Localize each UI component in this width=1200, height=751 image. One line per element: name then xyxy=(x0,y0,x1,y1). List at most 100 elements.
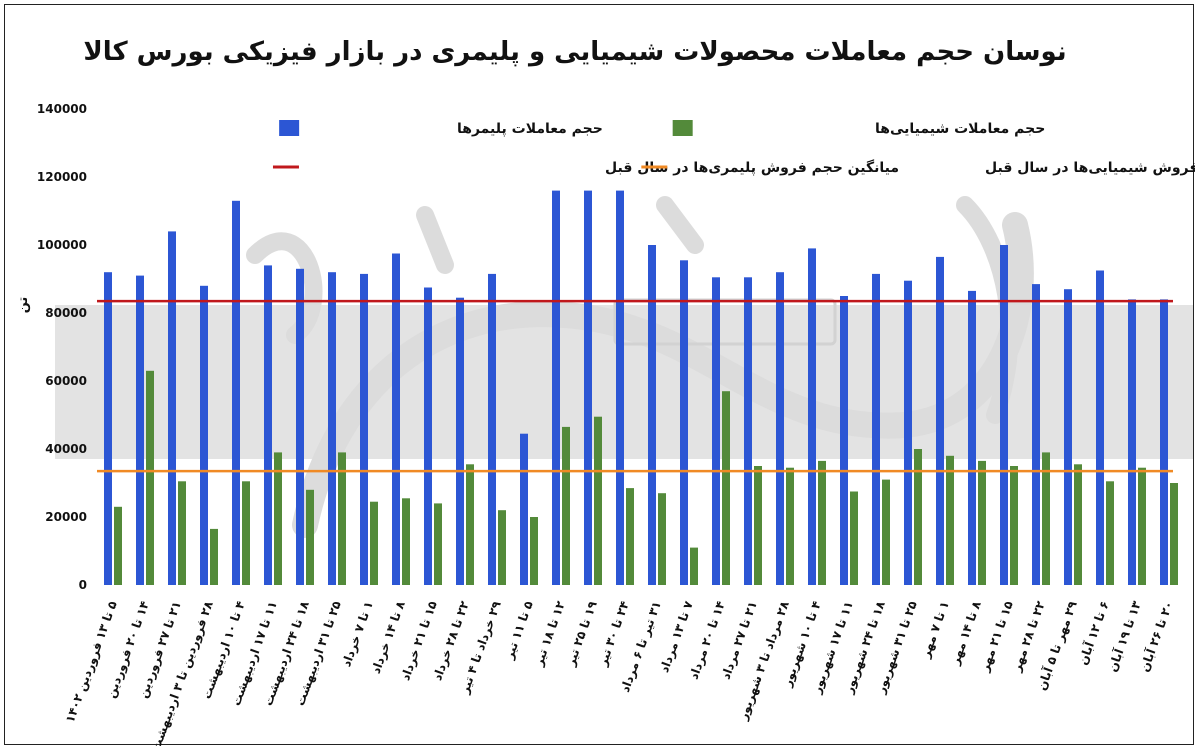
bar-polymer xyxy=(904,280,912,585)
bar-polymer xyxy=(360,273,368,585)
bar-polymer xyxy=(1064,289,1072,585)
bar-polymer xyxy=(840,296,848,585)
y-tick-label: 80000 xyxy=(45,306,87,320)
bar-polymer xyxy=(936,256,944,585)
bar-chemical xyxy=(1106,481,1114,585)
bar-polymer xyxy=(136,275,144,585)
bar-polymer xyxy=(296,268,304,585)
bar-polymer xyxy=(104,272,112,585)
bar-chemical xyxy=(594,416,602,585)
y-tick-label: 20000 xyxy=(45,510,87,524)
bar-polymer xyxy=(488,273,496,585)
bar-chemical xyxy=(274,452,282,585)
bar-chemical xyxy=(786,467,794,585)
bars xyxy=(104,190,1178,586)
bar-chemical xyxy=(722,391,730,585)
chart-frame: نوسان حجم معاملات محصولات شیمیایی و پلیم… xyxy=(4,4,1195,746)
chart-title: نوسان حجم معاملات محصولات شیمیایی و پلیم… xyxy=(83,37,1066,67)
x-tick-label: ۲۲ تا ۲۸ مهر xyxy=(1009,599,1048,675)
bar-chemical xyxy=(466,464,474,585)
bar-polymer xyxy=(648,245,656,585)
bar-chemical xyxy=(242,481,250,585)
x-tick-label: ۵ تا ۱۱ تیر xyxy=(502,599,536,661)
x-tick-label: ۱۲ تا ۱۸ تیر xyxy=(531,599,568,669)
bar-polymer xyxy=(328,272,336,585)
bar-chemical xyxy=(1170,483,1178,585)
bar-polymer xyxy=(168,231,176,585)
x-tick-label: ۲۰ تا ۲۶ آبان xyxy=(1136,599,1175,674)
bar-polymer xyxy=(584,190,592,585)
bar-chemical xyxy=(690,547,698,585)
bar-chemical xyxy=(178,481,186,585)
bar-chemical xyxy=(210,528,218,585)
x-tick-label: ۱۵ تا ۲۱ مهر xyxy=(977,599,1016,674)
bar-polymer xyxy=(392,253,400,585)
bar-polymer xyxy=(1160,299,1168,585)
bar-chemical xyxy=(818,460,826,585)
x-tick-label: ۱ تا ۷ مهر xyxy=(918,599,952,660)
bar-chemical xyxy=(530,517,538,585)
bar-chemical xyxy=(1074,464,1082,585)
reference-lines xyxy=(97,299,1173,473)
x-tick-label: ۶ تا ۱۲ آبان xyxy=(1075,599,1112,667)
bar-polymer xyxy=(616,190,624,585)
bar-polymer xyxy=(552,190,560,585)
x-tick-label: ۱ تا ۷ خرداد xyxy=(339,599,376,668)
bar-chemical xyxy=(1042,452,1050,585)
bar-chemical xyxy=(434,503,442,585)
bar-polymer xyxy=(200,285,208,585)
bar-polymer xyxy=(968,290,976,585)
y-tick-label: 0 xyxy=(79,578,87,592)
bar-polymer xyxy=(232,200,240,586)
legend-chemical-average-label: میانگین حجم فروش شیمیایی‌ها در سال قبل xyxy=(985,159,1195,176)
bar-chemical xyxy=(498,510,506,585)
legend-polymer-label: حجم معاملات پلیمرها xyxy=(457,121,603,137)
bar-chemical xyxy=(1010,466,1018,585)
bar-polymer xyxy=(1128,299,1136,585)
bar-polymer xyxy=(520,433,528,585)
bar-chemical xyxy=(850,491,858,585)
legend-polymer-average-label: میانگین حجم فروش پلیمری‌ها در سال قبل xyxy=(605,159,899,176)
x-tick-label: ۸ تا ۱۴ مهر xyxy=(948,599,984,668)
bar-polymer xyxy=(808,248,816,585)
bar-chemical xyxy=(882,479,890,585)
y-tick-label: 60000 xyxy=(45,374,87,388)
legend-chemical-swatch xyxy=(672,120,693,136)
bar-polymer xyxy=(1096,270,1104,585)
bar-chemical xyxy=(914,449,922,585)
x-tick-label: ۷ تا ۱۳ مرداد xyxy=(657,599,696,675)
bar-polymer xyxy=(456,297,464,585)
bar-polymer xyxy=(1032,284,1040,585)
bar-chemical xyxy=(978,460,986,585)
bar-polymer xyxy=(712,277,720,585)
bar-polymer xyxy=(776,272,784,585)
y-tick-label: 140000 xyxy=(37,102,87,116)
bar-chemical xyxy=(658,493,666,585)
y-axis-title: تن xyxy=(16,297,31,314)
bar-chemical xyxy=(370,501,378,585)
bar-chemical xyxy=(402,498,410,585)
x-tick-label: ۱۹ تا ۲۵ تیر xyxy=(563,599,600,669)
legend-chemical-label: حجم معاملات شیمیایی‌ها xyxy=(875,121,1045,137)
bar-polymer xyxy=(424,287,432,585)
y-tick-label: 100000 xyxy=(37,238,87,252)
watermark-stroke-2 xyxy=(246,196,1019,424)
bar-polymer xyxy=(680,260,688,585)
bar-polymer xyxy=(744,277,752,585)
bar-chemical xyxy=(626,488,634,585)
x-tick-label: ۱۳ تا ۱۹ آبان xyxy=(1104,598,1144,674)
chart: نوسان حجم معاملات محصولات شیمیایی و پلیم… xyxy=(16,37,1195,746)
bar-chemical xyxy=(114,506,122,585)
legend-polymer-swatch xyxy=(279,120,300,136)
y-tick-label: 120000 xyxy=(37,170,87,184)
bar-polymer xyxy=(264,265,272,585)
legend: حجم معاملات پلیمرها حجم معاملات شیمیایی‌ه… xyxy=(272,120,1195,176)
bar-chemical xyxy=(754,466,762,585)
bar-chemical xyxy=(306,489,314,585)
bar-chemical xyxy=(1138,467,1146,585)
y-axis: 0 20000 40000 60000 80000 100000 120000 140000 xyxy=(37,102,87,592)
bar-chemical xyxy=(562,426,570,585)
x-tick-label: ۲۴ تا ۳۰ تیر xyxy=(595,599,632,668)
bar-chemical xyxy=(338,452,346,585)
